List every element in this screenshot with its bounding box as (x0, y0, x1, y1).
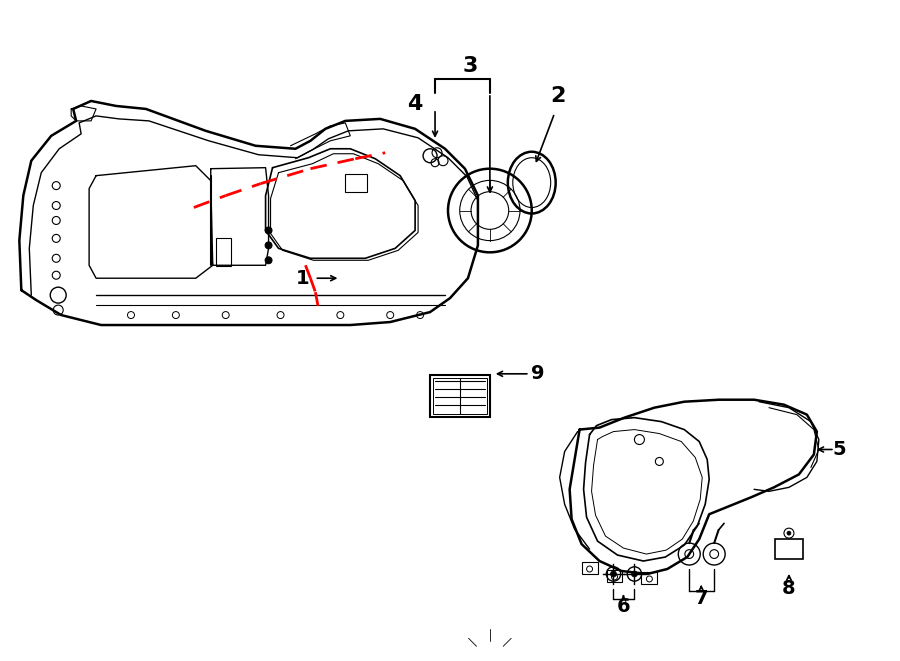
Text: 3: 3 (463, 56, 478, 76)
Bar (216, 239, 230, 266)
Circle shape (266, 242, 272, 249)
Text: 8: 8 (782, 580, 796, 598)
Circle shape (266, 257, 272, 264)
Bar (607, 570, 623, 582)
Text: 2: 2 (550, 86, 565, 106)
Bar (775, 539, 803, 559)
Text: 6: 6 (616, 598, 630, 616)
Text: 5: 5 (832, 440, 846, 459)
Text: 7: 7 (695, 590, 708, 608)
Circle shape (266, 227, 272, 234)
Bar (430, 375, 490, 416)
Circle shape (632, 571, 637, 577)
Bar (346, 174, 367, 192)
Circle shape (787, 531, 791, 535)
Circle shape (610, 571, 616, 577)
Bar (581, 562, 598, 574)
Text: 4: 4 (408, 94, 423, 114)
Text: 1: 1 (295, 269, 310, 288)
Bar (433, 378, 487, 414)
Bar (642, 572, 657, 584)
Text: 9: 9 (531, 364, 544, 383)
